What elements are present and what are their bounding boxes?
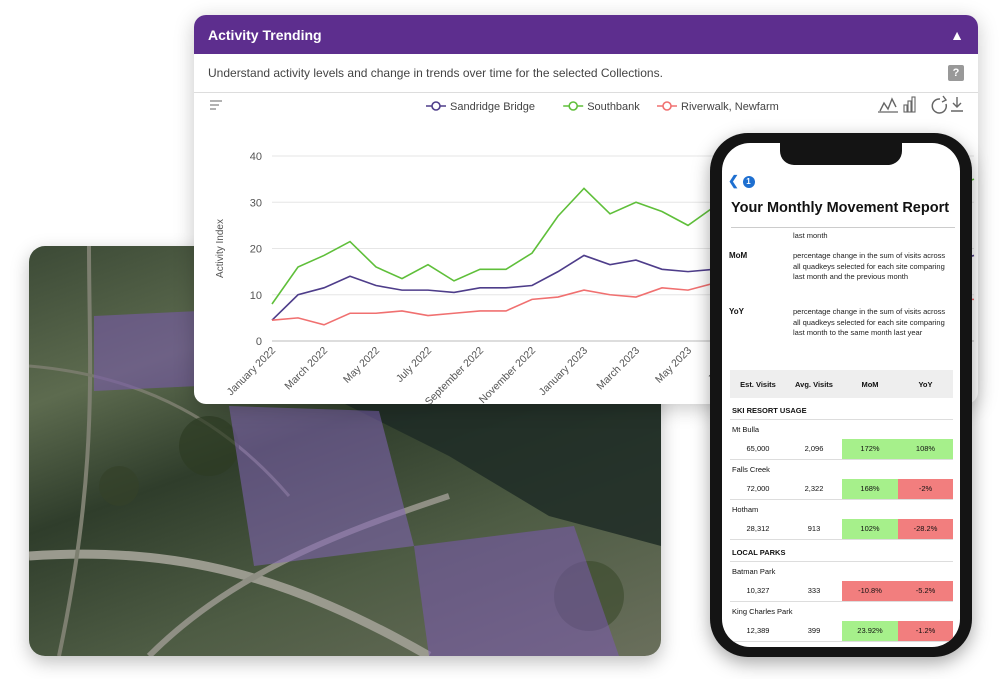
definition-key: YoY (729, 307, 744, 316)
table-row: 12,389 399 23.92% -1.2% (730, 621, 953, 642)
help-icon[interactable]: ? (948, 65, 964, 81)
y-tick-label: 30 (250, 197, 262, 209)
x-tick-label: March 2022 (282, 345, 330, 393)
x-tick-label: January 2022 (225, 345, 279, 399)
y-axis-label: Activity Index (215, 219, 226, 278)
table-row: 10,327 333 -10.8% -5.2% (730, 581, 953, 602)
x-tick-label: March 2023 (594, 345, 642, 393)
column-header: Est. Visits (740, 379, 776, 389)
x-tick-label: November 2022 (477, 345, 538, 404)
chevron-up-icon[interactable]: ▲ (950, 26, 964, 43)
site-name: King Charles Park (732, 607, 793, 616)
est-visits: 28,312 (746, 524, 770, 533)
mom-value: 23.92% (842, 621, 898, 641)
avg-visits: 2,096 (804, 444, 824, 453)
notification-badge: 1 (742, 175, 755, 188)
est-visits: 12,389 (746, 626, 770, 635)
mom-value: 168% (842, 479, 898, 499)
refresh-icon (931, 98, 948, 114)
legend-label: Sandridge Bridge (450, 101, 535, 113)
table-header: Est. Visits Avg. Visits MoM YoY (730, 370, 953, 398)
card-title: Activity Trending (208, 26, 322, 43)
legend-marker (568, 101, 579, 111)
phone-notch (780, 143, 902, 165)
avg-visits: 333 (807, 586, 821, 595)
legend-label: Riverwalk, Newfarm (681, 101, 779, 113)
x-tick-label: May 2022 (341, 345, 382, 386)
download-icon (952, 102, 962, 108)
column-header: YoY (918, 379, 933, 389)
bar-chart-icon (907, 100, 912, 113)
est-visits: 65,000 (746, 444, 770, 453)
definition-value: percentage change in the sum of visits a… (793, 251, 946, 281)
card-description: Understand activity levels and change in… (208, 66, 663, 80)
bar-chart-icon (911, 96, 916, 113)
legend-marker (662, 101, 672, 111)
back-button[interactable]: ❮ 1 (728, 173, 755, 189)
map-overlay (29, 246, 661, 656)
phone-mockup: ❮ 1 Your Monthly Movement Report last mo… (710, 133, 972, 657)
definition-value: percentage change in the sum of visits a… (793, 307, 946, 337)
yoy-value: -5.2% (898, 581, 953, 601)
est-visits: 10,327 (746, 586, 770, 595)
x-tick-label: May 2023 (653, 345, 694, 386)
definition-key: MoM (729, 251, 748, 260)
report-title: Your Monthly Movement Report (731, 200, 950, 216)
yoy-value: -28.2% (898, 519, 953, 539)
legend-marker (431, 101, 441, 111)
divider (731, 227, 955, 228)
table-row: 65,000 2,096 172% 108% (730, 439, 953, 460)
table-row: 72,000 2,322 168% -2% (730, 479, 953, 500)
mom-value: 102% (842, 519, 898, 539)
description-row: Understand activity levels and change in… (194, 54, 978, 93)
y-tick-label: 20 (250, 244, 262, 256)
section-title: SKI RESORT USAGE (730, 398, 953, 420)
mom-value: -10.8% (842, 581, 898, 601)
definition-mom: MoM percentage change in the sum of visi… (729, 251, 953, 283)
y-tick-label: 0 (256, 336, 262, 348)
site-name: Falls Creek (732, 465, 770, 474)
avg-visits: 399 (807, 626, 821, 635)
report-table: Est. Visits Avg. Visits MoM YoY SKI RESO… (730, 370, 953, 642)
y-tick-label: 10 (250, 290, 262, 302)
avg-visits: 2,322 (804, 484, 824, 493)
definition-fragment: last month (793, 231, 828, 240)
yoy-value: -2% (898, 479, 953, 499)
mom-value: 172% (842, 439, 898, 459)
section-title: LOCAL PARKS (730, 540, 953, 562)
yoy-value: -1.2% (898, 621, 953, 641)
line-chart-icon (879, 97, 897, 112)
avg-visits: 913 (807, 524, 821, 533)
bar-chart-icon (903, 104, 908, 113)
table-row: 28,312 913 102% -28.2% (730, 519, 953, 540)
yoy-value: 108% (898, 439, 953, 459)
legend-label: Southbank (587, 101, 640, 113)
definition-yoy: YoY percentage change in the sum of visi… (729, 307, 953, 339)
card-header[interactable]: Activity Trending ▲ (194, 15, 978, 54)
y-tick-label: 40 (250, 151, 262, 163)
x-tick-label: January 2023 (537, 345, 591, 399)
site-name: Hotham (732, 505, 759, 514)
column-header: MoM (861, 379, 879, 389)
refresh-icon (941, 95, 948, 103)
est-visits: 72,000 (746, 484, 770, 493)
x-tick-label: July 2022 (394, 345, 434, 385)
phone-screen: ❮ 1 Your Monthly Movement Report last mo… (722, 143, 960, 647)
site-name: Mt Bulla (732, 425, 760, 434)
column-header: Avg. Visits (795, 379, 833, 389)
site-name: Batman Park (732, 567, 776, 576)
